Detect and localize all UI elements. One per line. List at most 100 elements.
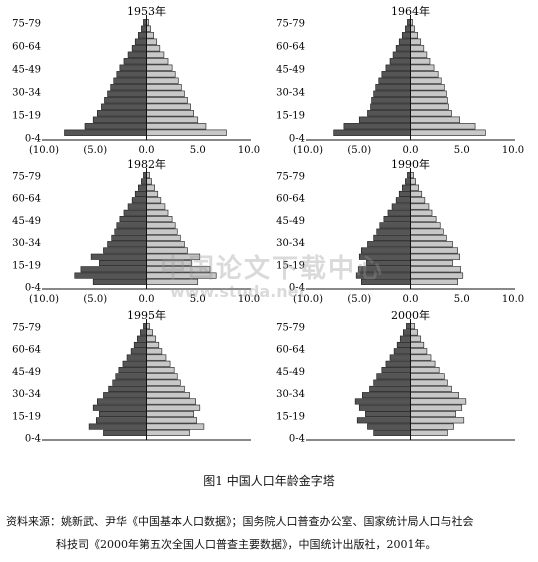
figure-caption: 图1 中国人口年龄金字塔 (203, 474, 335, 488)
age-label: 45-49 (276, 367, 305, 378)
male-bar (398, 38, 411, 45)
age-label: 30-34 (276, 88, 305, 99)
chart-title: 1982年 (127, 157, 166, 171)
female-bar (410, 323, 415, 330)
male-bar (367, 110, 411, 117)
male-bar (399, 335, 411, 342)
female-bar (146, 84, 182, 91)
female-bar (410, 110, 452, 117)
female-bar (410, 360, 436, 367)
female-bar (146, 410, 194, 418)
male-bar (375, 84, 411, 91)
female-bar (146, 348, 163, 355)
female-bar (146, 58, 169, 65)
female-bar (146, 178, 152, 185)
watermark-url: www.studa.net (170, 282, 307, 301)
male-bar (136, 335, 147, 342)
female-bar (146, 197, 162, 204)
female-bar (146, 203, 166, 210)
female-bar (410, 45, 425, 52)
male-bar (123, 209, 147, 216)
x-tick-label: (5.0) (347, 294, 371, 305)
age-label: 60-64 (12, 42, 41, 53)
pyramid-0: 1953年 75-79 60-64 45-49 30-34 15-19 0-4(10.0) (… (12, 4, 260, 156)
female-bar (146, 32, 154, 39)
age-label: 30-34 (276, 238, 305, 249)
x-tick-label: 10.0 (502, 145, 524, 156)
female-bar (410, 329, 418, 336)
female-bar (410, 228, 444, 235)
male-bar (126, 354, 147, 361)
male-bar (362, 392, 411, 399)
male-bar (371, 97, 411, 104)
female-bar (410, 77, 442, 84)
female-bar (146, 110, 194, 117)
age-label: 0-4 (289, 434, 305, 445)
age-label: 30-34 (12, 389, 41, 400)
age-label: 75-79 (276, 172, 305, 183)
male-bar (356, 417, 411, 424)
female-bar (146, 103, 191, 110)
male-bar (107, 241, 147, 248)
age-label: 15-19 (12, 111, 41, 122)
female-bar (146, 329, 153, 336)
male-bar (90, 253, 147, 260)
age-label: 15-19 (12, 260, 41, 271)
female-bar (410, 64, 435, 71)
male-bar (378, 77, 411, 84)
female-bar (410, 404, 463, 411)
female-bar (410, 341, 425, 349)
female-bar (146, 209, 169, 216)
male-bar (376, 373, 411, 380)
female-bar (146, 51, 165, 58)
male-bar (64, 129, 147, 136)
female-bar (410, 209, 433, 216)
female-bar (410, 423, 454, 430)
female-bar (410, 234, 447, 241)
male-bar (373, 90, 411, 97)
age-label: 0-4 (289, 283, 305, 294)
female-bar (146, 385, 185, 392)
chart-title: 1990年 (391, 157, 430, 171)
female-bar (146, 367, 175, 374)
female-bar (146, 341, 160, 349)
female-bar (146, 45, 161, 52)
male-bar (401, 184, 411, 191)
male-bar (103, 247, 147, 254)
male-bar (373, 234, 411, 241)
male-bar (116, 222, 147, 229)
female-bar (146, 90, 185, 97)
male-bar (84, 123, 147, 130)
male-bar (403, 329, 411, 336)
female-bar (410, 190, 423, 198)
x-tick-label: 5.0 (454, 145, 470, 156)
female-bar (410, 398, 467, 405)
female-bar (410, 392, 459, 399)
chart-title: 2000年 (391, 308, 430, 322)
female-bar (146, 38, 158, 45)
male-bar (389, 354, 411, 361)
female-bar (410, 97, 448, 104)
age-label: 15-19 (276, 260, 305, 271)
x-tick-label: 5.0 (190, 145, 206, 156)
male-bar (118, 367, 147, 374)
age-label: 75-79 (12, 19, 41, 30)
age-label: 60-64 (12, 345, 41, 356)
x-tick-label: 0.0 (139, 294, 155, 305)
age-label: 15-19 (12, 411, 41, 422)
x-tick-label: (5.0) (347, 145, 371, 156)
male-bar (92, 116, 147, 123)
age-label: 0-4 (25, 434, 41, 445)
male-bar (381, 71, 411, 78)
female-bar (410, 367, 440, 374)
female-bar (146, 417, 198, 424)
source-line-2: 科技司《2000年第五次全国人口普查主要数据》，中国统计出版社，2001年。 (56, 538, 437, 551)
female-bar (410, 38, 422, 45)
male-bar (367, 241, 411, 248)
male-bar (358, 404, 411, 411)
age-label: 0-4 (25, 283, 41, 294)
male-bar (343, 123, 411, 130)
female-bar (410, 222, 441, 229)
x-tick-label: 5.0 (190, 294, 206, 305)
male-bar (398, 190, 411, 198)
